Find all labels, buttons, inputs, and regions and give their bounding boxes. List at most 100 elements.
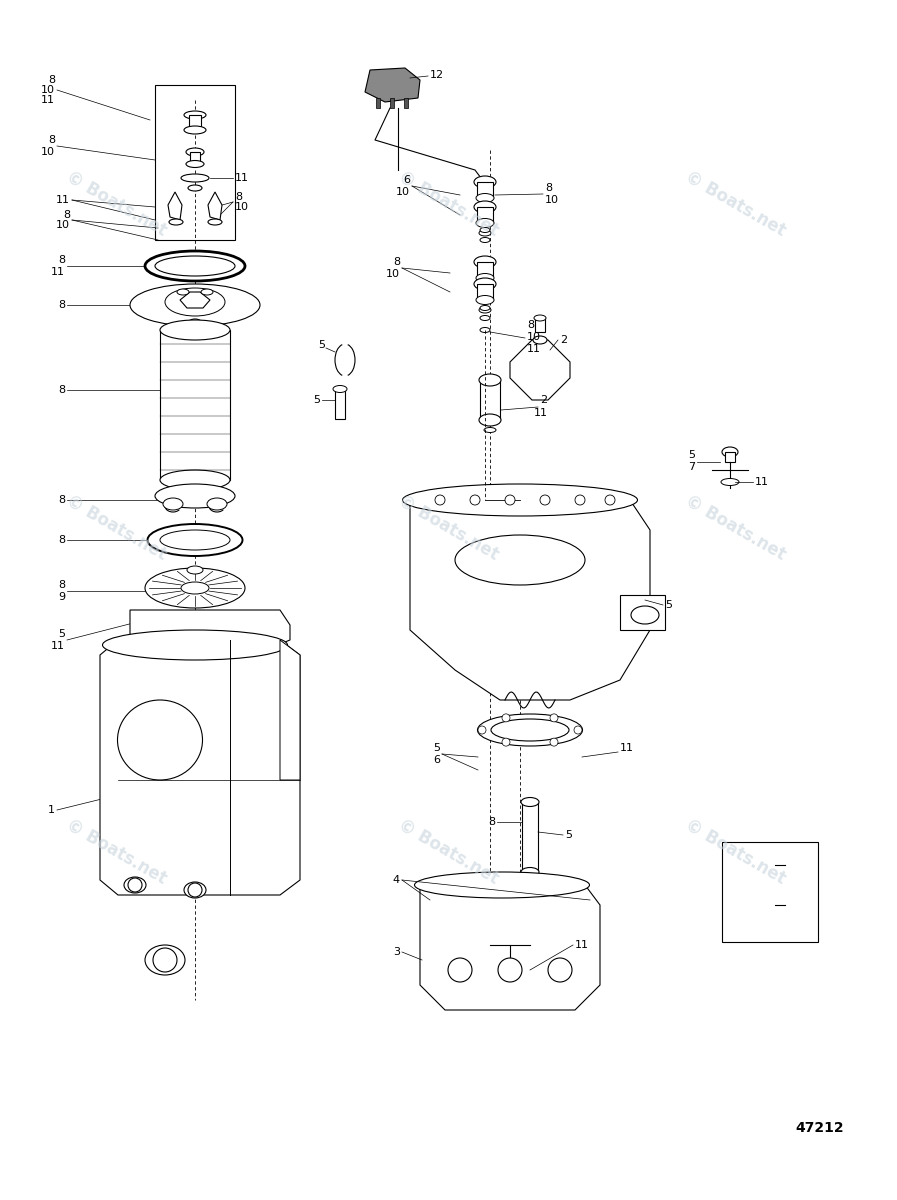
Bar — [160, 330, 230, 480]
Circle shape — [188, 883, 202, 898]
Text: 5: 5 — [313, 395, 320, 404]
Text: © Boats.net: © Boats.net — [63, 168, 170, 240]
Bar — [620, 595, 665, 630]
Ellipse shape — [165, 288, 225, 316]
Text: 10: 10 — [386, 269, 400, 278]
Text: © Boats.net: © Boats.net — [395, 816, 502, 888]
Polygon shape — [510, 340, 570, 400]
Text: 4: 4 — [393, 875, 400, 886]
Ellipse shape — [403, 484, 638, 516]
Bar — [190, 152, 200, 164]
Polygon shape — [130, 610, 290, 652]
Text: 10: 10 — [41, 85, 55, 95]
Ellipse shape — [186, 148, 204, 156]
Ellipse shape — [183, 325, 191, 329]
Ellipse shape — [208, 218, 222, 226]
Text: 47212: 47212 — [796, 1121, 844, 1135]
Text: 10: 10 — [545, 194, 559, 205]
Ellipse shape — [130, 284, 260, 326]
Bar — [535, 318, 545, 332]
Polygon shape — [100, 640, 300, 895]
Text: 11: 11 — [51, 266, 65, 277]
Text: 2: 2 — [540, 395, 547, 404]
Text: 3: 3 — [393, 947, 400, 958]
Ellipse shape — [479, 230, 491, 236]
Ellipse shape — [479, 284, 491, 290]
Ellipse shape — [199, 325, 207, 329]
Ellipse shape — [207, 498, 227, 510]
Bar — [522, 802, 538, 872]
Bar — [477, 284, 493, 300]
Circle shape — [540, 494, 550, 505]
Ellipse shape — [181, 582, 209, 594]
Ellipse shape — [160, 530, 230, 550]
Circle shape — [498, 958, 522, 982]
Ellipse shape — [163, 498, 183, 510]
Ellipse shape — [534, 314, 546, 320]
Ellipse shape — [474, 200, 496, 214]
Ellipse shape — [160, 470, 230, 490]
Ellipse shape — [480, 328, 490, 332]
Text: 8: 8 — [58, 580, 65, 590]
Ellipse shape — [479, 414, 501, 426]
Ellipse shape — [147, 524, 242, 556]
Ellipse shape — [721, 479, 739, 486]
Ellipse shape — [118, 700, 203, 780]
Text: 2: 2 — [560, 335, 567, 346]
Text: 6: 6 — [433, 755, 440, 766]
Bar — [480, 380, 500, 420]
Text: 5: 5 — [688, 450, 695, 460]
Circle shape — [502, 714, 510, 722]
Polygon shape — [410, 500, 650, 700]
Bar — [390, 98, 394, 108]
Text: 8: 8 — [58, 254, 65, 265]
Ellipse shape — [124, 877, 146, 893]
Text: 12: 12 — [430, 70, 444, 80]
Circle shape — [435, 494, 445, 505]
Ellipse shape — [476, 193, 494, 203]
Ellipse shape — [184, 110, 206, 119]
Circle shape — [448, 958, 472, 982]
Text: 8: 8 — [393, 257, 400, 266]
Circle shape — [550, 738, 558, 746]
Text: 10: 10 — [56, 220, 70, 230]
Text: 11: 11 — [620, 743, 634, 754]
Text: 5: 5 — [433, 743, 440, 754]
Ellipse shape — [145, 568, 245, 608]
Ellipse shape — [522, 890, 538, 898]
Text: 5: 5 — [665, 600, 672, 610]
Circle shape — [550, 714, 558, 722]
Circle shape — [505, 494, 515, 505]
Ellipse shape — [169, 218, 183, 226]
Bar — [722, 842, 818, 942]
Ellipse shape — [188, 185, 202, 191]
Ellipse shape — [455, 535, 585, 584]
Text: 8: 8 — [58, 535, 65, 545]
Ellipse shape — [184, 882, 206, 898]
Ellipse shape — [155, 256, 235, 276]
Ellipse shape — [474, 278, 496, 290]
Ellipse shape — [480, 306, 490, 311]
Ellipse shape — [476, 218, 494, 228]
Ellipse shape — [524, 878, 536, 886]
Ellipse shape — [177, 289, 189, 295]
Text: 11: 11 — [56, 194, 70, 205]
Circle shape — [548, 958, 572, 982]
Ellipse shape — [414, 872, 589, 898]
Text: 11: 11 — [575, 940, 589, 950]
Ellipse shape — [155, 484, 235, 508]
Ellipse shape — [102, 630, 288, 660]
Text: 5: 5 — [318, 340, 325, 350]
Text: © Boats.net: © Boats.net — [63, 816, 170, 888]
Ellipse shape — [484, 427, 496, 432]
Text: © Boats.net: © Boats.net — [63, 492, 170, 564]
Ellipse shape — [479, 374, 501, 386]
Text: 8: 8 — [235, 192, 242, 202]
Polygon shape — [365, 68, 420, 102]
Ellipse shape — [186, 161, 204, 168]
Circle shape — [153, 948, 177, 972]
Text: 8: 8 — [58, 385, 65, 395]
Text: © Boats.net: © Boats.net — [395, 168, 502, 240]
Ellipse shape — [480, 238, 490, 242]
Text: 8: 8 — [63, 210, 70, 220]
